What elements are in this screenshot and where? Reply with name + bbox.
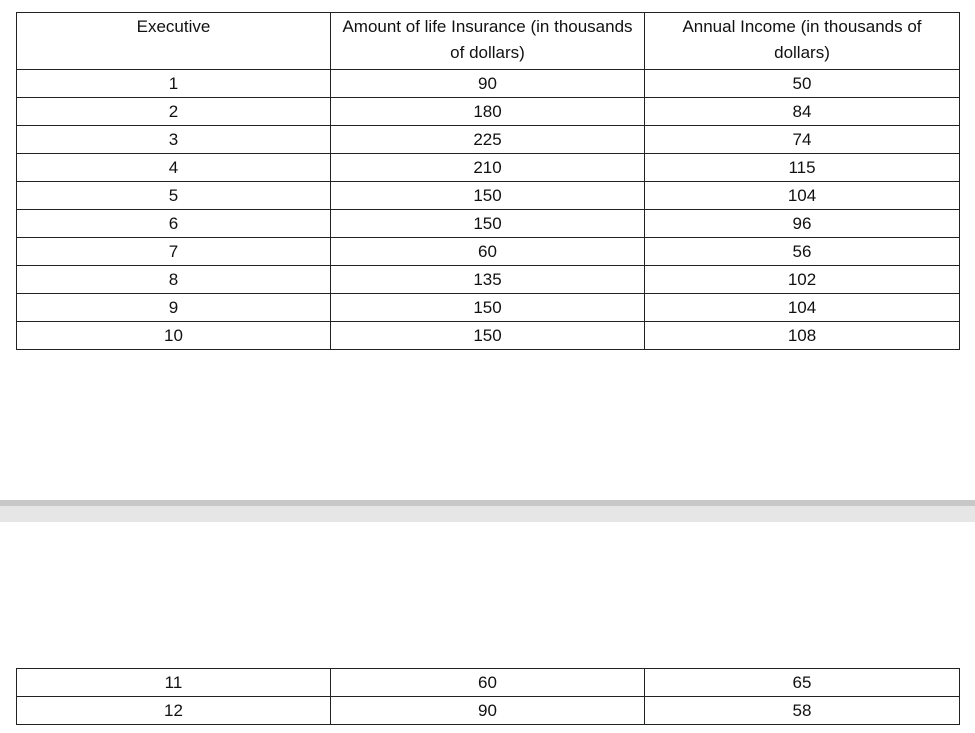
table-cell: 150 (330, 181, 645, 210)
table-row: 10 150 108 (16, 321, 960, 350)
table-cell: 12 (16, 696, 331, 725)
table-cell: 2 (16, 97, 331, 126)
table-cell: 60 (330, 668, 645, 697)
table-cell: 90 (330, 69, 645, 98)
table-cell: 9 (16, 293, 331, 322)
table-row: 7 60 56 (16, 237, 960, 266)
table-row: 8 135 102 (16, 265, 960, 294)
table-row: 2 180 84 (16, 97, 960, 126)
table-cell: 8 (16, 265, 331, 294)
table-row: 9 150 104 (16, 293, 960, 322)
table-cell: 150 (330, 321, 645, 350)
page-break (0, 500, 975, 506)
table-cell: 56 (644, 237, 960, 266)
table-cell: 74 (644, 125, 960, 154)
table-cell: 135 (330, 265, 645, 294)
table-row: 3 225 74 (16, 125, 960, 154)
table-row: 11 60 65 (16, 668, 960, 697)
data-table: Executive Amount of life Insurance (in th… (16, 12, 960, 350)
table-cell: 6 (16, 209, 331, 238)
table-cell: 58 (644, 696, 960, 725)
table-cell: 50 (644, 69, 960, 98)
table-cell: 210 (330, 153, 645, 182)
table-cell: 225 (330, 125, 645, 154)
table-cell: 84 (644, 97, 960, 126)
table-cell: 150 (330, 209, 645, 238)
table-cell: 3 (16, 125, 331, 154)
table-cell: 108 (644, 321, 960, 350)
data-table-continued: 11 60 65 12 90 58 (16, 668, 960, 725)
header-row: Executive Amount of life Insurance (in th… (16, 12, 960, 70)
table-cell: 10 (16, 321, 331, 350)
table-cell: 4 (16, 153, 331, 182)
page-break-gap (0, 506, 975, 522)
table-row: 4 210 115 (16, 153, 960, 182)
table-cell: 115 (644, 153, 960, 182)
table-cell: 150 (330, 293, 645, 322)
table-cell: 60 (330, 237, 645, 266)
table-cell: 5 (16, 181, 331, 210)
table-cell: 104 (644, 181, 960, 210)
header-cell: Executive (16, 12, 331, 70)
header-cell: Annual Income (in thousands of dollars) (644, 12, 960, 70)
table-cell: 90 (330, 696, 645, 725)
table-cell: 180 (330, 97, 645, 126)
header-cell: Amount of life Insurance (in thousands o… (330, 12, 645, 70)
table-cell: 1 (16, 69, 331, 98)
table-cell: 104 (644, 293, 960, 322)
table-row: 12 90 58 (16, 696, 960, 725)
table-row: 1 90 50 (16, 69, 960, 98)
table-cell: 96 (644, 209, 960, 238)
table-cell: 102 (644, 265, 960, 294)
table-row: 6 150 96 (16, 209, 960, 238)
table-row: 5 150 104 (16, 181, 960, 210)
table-cell: 7 (16, 237, 331, 266)
table-cell: 11 (16, 668, 331, 697)
table-cell: 65 (644, 668, 960, 697)
